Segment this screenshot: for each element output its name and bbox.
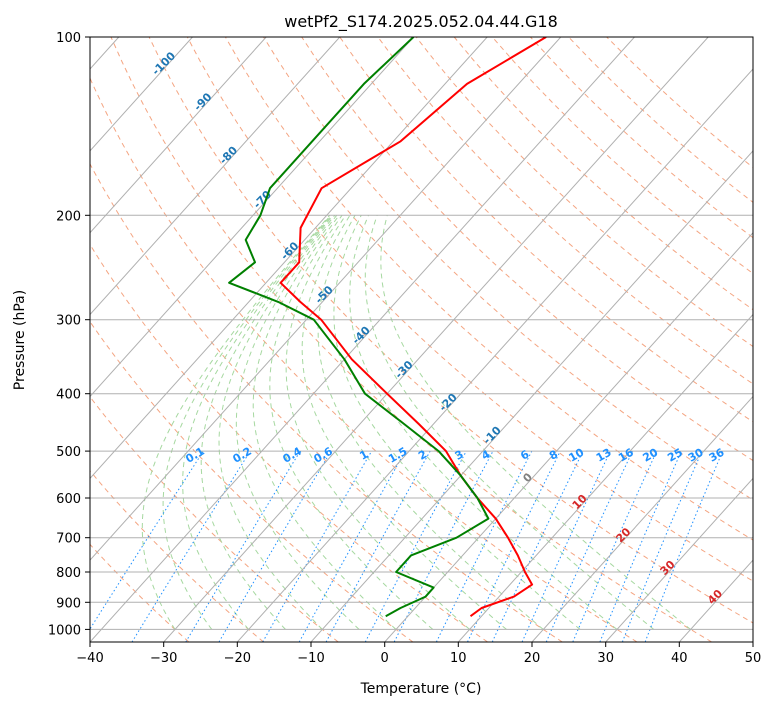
moist-adiabat [333,215,581,630]
moist-adiabat [235,214,360,630]
mixing-ratio-line [325,450,431,642]
x-tick-label: 30 [597,651,614,666]
x-tick-label: 50 [745,651,762,666]
isotherm-line [236,68,753,642]
dry-adiabat [415,37,753,348]
moist-adiabat [182,214,333,630]
mixing-ratio-line [90,450,204,630]
y-axis-title: Pressure (hPa) [12,290,28,390]
y-axis-ticks: 100 200 300 400 500 600 700 800 900 1000 [48,31,90,638]
y-tick-label: 800 [56,566,81,581]
moist-adiabat [162,214,331,630]
x-tick-label: −20 [224,651,251,666]
dry-adiabat [90,470,264,642]
plot-frame [89,36,754,643]
isotherm-line [90,37,414,398]
y-tick-label: 300 [56,314,81,329]
isotherm-line [90,37,562,561]
isotherm-line [163,37,709,642]
x-tick-label: 10 [450,651,467,666]
dry-adiabat [377,37,753,385]
profile-lines [228,37,547,618]
y-tick-label: 100 [56,31,81,46]
mixing-ratio-line [435,450,533,642]
moist-adiabat [380,215,691,630]
x-tick-label: −30 [150,651,177,666]
y-tick-label: 500 [56,445,81,460]
dry-adiabat [90,76,638,642]
mixing-ratio-line [621,450,703,642]
x-tick-label: −40 [76,651,103,666]
dry-adiabat [186,37,753,582]
dry-adiabat [90,243,488,642]
isotherm-line [531,395,753,642]
mixing-ratio-line [364,450,467,642]
mixing-ratio-line [298,450,406,642]
x-tick-label: 40 [671,651,688,666]
isotherm-line [90,37,488,480]
y-tick-label: 600 [56,492,81,507]
x-tick-label: 0 [381,651,389,666]
dry-adiabat [263,37,753,501]
mixing-ratio-line [644,450,724,642]
dry-adiabat [110,37,712,642]
x-axis-title: Temperature (°C) [360,681,482,697]
dry-adiabat [148,37,753,624]
isotherm-line [457,313,753,642]
y-tick-label: 1000 [48,623,81,638]
x-axis-ticks: −40 −30 −20 −10 0 10 20 30 40 50 [76,642,761,666]
chart-title: wetPf2_S174.2025.052.04.44.G18 [284,12,558,32]
x-tick-label: −10 [297,651,324,666]
y-tick-label: 700 [56,532,81,547]
mixing-ratio-line [545,450,633,642]
isotherm-line [605,477,753,642]
dry-adiabat [90,162,563,642]
dry-adiabat [224,37,753,541]
isotherm-line [90,37,635,642]
isotherm-line [90,37,341,316]
x-tick-label: 20 [524,651,541,666]
mixing-ratio-line [572,450,658,642]
mixing-ratio-line [599,450,682,642]
temperature-profile [279,37,547,618]
y-tick-label: 400 [56,388,81,403]
y-tick-label: 900 [56,596,81,611]
isotherm-line [384,232,753,642]
dry-adiabat [301,37,753,462]
isotherm-line [310,150,753,642]
isotherm-line [90,37,193,152]
y-tick-label: 200 [56,209,81,224]
isotherm-line [90,37,267,234]
dewpoint-profile [228,37,490,618]
